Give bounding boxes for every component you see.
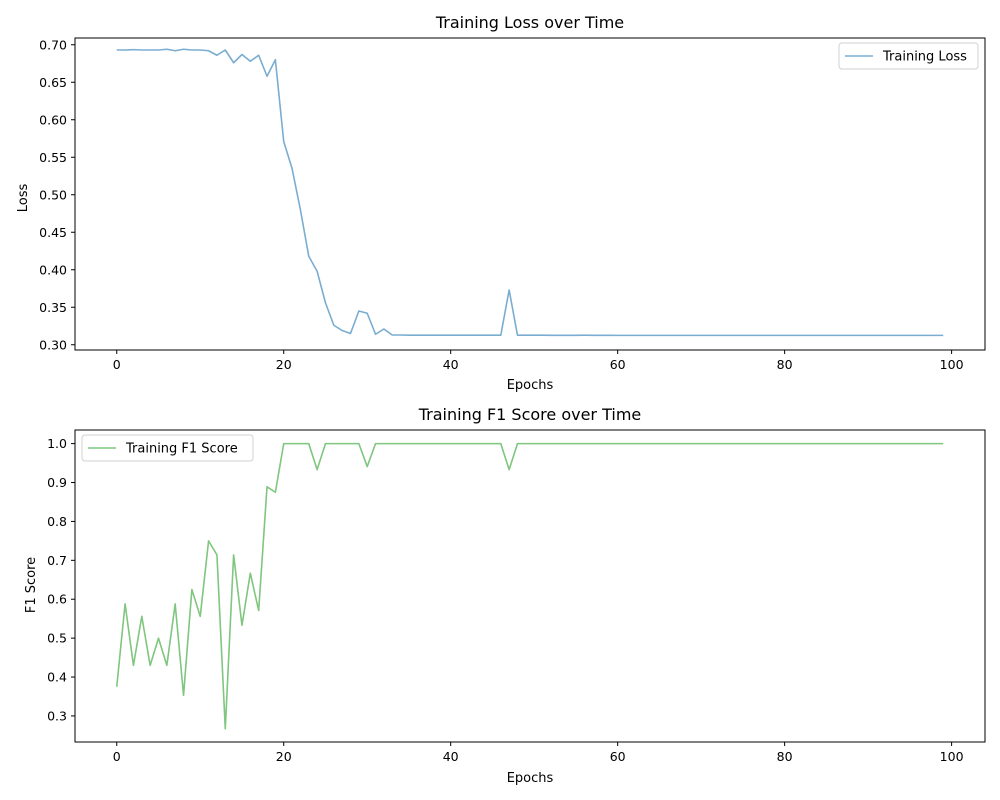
x-tick-label: 0 <box>113 749 121 764</box>
legend-label: Training Loss <box>882 50 967 65</box>
legend-box <box>81 434 254 462</box>
x-tick-label: 20 <box>276 749 292 764</box>
x-tick-label: 20 <box>276 357 292 372</box>
y-tick-label: 0.50 <box>39 187 67 202</box>
y-tick-label: 0.4 <box>47 670 67 685</box>
x-axis-label: Epochs <box>507 378 554 393</box>
x-tick-label: 80 <box>777 357 793 372</box>
x-tick-label: 60 <box>610 749 626 764</box>
chart-title: Training Loss over Time <box>435 13 624 32</box>
y-tick-label: 0.60 <box>39 112 67 127</box>
y-axis-label: Loss <box>16 184 31 213</box>
axes-frame <box>74 37 986 351</box>
axes-frame <box>74 429 986 743</box>
x-tick-label: 60 <box>610 357 626 372</box>
y-tick-label: 0.70 <box>39 37 67 52</box>
x-tick-label: 80 <box>777 749 793 764</box>
series-line <box>115 442 944 730</box>
legend-label: Training F1 Score <box>125 442 238 457</box>
x-tick-label: 40 <box>443 749 459 764</box>
y-tick-label: 0.35 <box>39 300 67 315</box>
y-tick-label: 1.0 <box>47 436 67 451</box>
y-tick-label: 0.7 <box>47 553 67 568</box>
legend: Training Loss <box>838 42 979 70</box>
x-tick-label: 40 <box>443 357 459 372</box>
y-tick-label: 0.40 <box>39 262 67 277</box>
x-axis-label: Epochs <box>507 771 554 786</box>
y-tick-label: 0.5 <box>47 631 67 646</box>
series-line <box>116 48 944 337</box>
x-tick-label: 0 <box>113 357 121 372</box>
chart-title: Training F1 Score over Time <box>418 405 642 424</box>
y-tick-label: 0.8 <box>47 514 67 529</box>
y-tick-label: 0.3 <box>47 708 67 723</box>
y-tick-label: 0.65 <box>39 75 67 90</box>
y-tick-label: 0.9 <box>47 475 67 490</box>
legend: Training F1 Score <box>81 434 254 462</box>
f1-chart: Training F1 Score over Time 0 20 40 60 80 100… <box>24 405 986 786</box>
y-tick-label: 0.55 <box>39 150 67 165</box>
x-tick-label: 100 <box>940 749 964 764</box>
y-tick-label: 0.6 <box>47 592 67 607</box>
y-axis-label: F1 Score <box>24 557 39 613</box>
y-tick-label: 0.45 <box>39 225 67 240</box>
y-tick-label: 0.30 <box>39 337 67 352</box>
legend-box <box>838 42 979 70</box>
x-tick-label: 100 <box>940 357 964 372</box>
loss-chart: Training Loss over Time 0 20 40 60 80 100 0.30… <box>16 13 986 393</box>
